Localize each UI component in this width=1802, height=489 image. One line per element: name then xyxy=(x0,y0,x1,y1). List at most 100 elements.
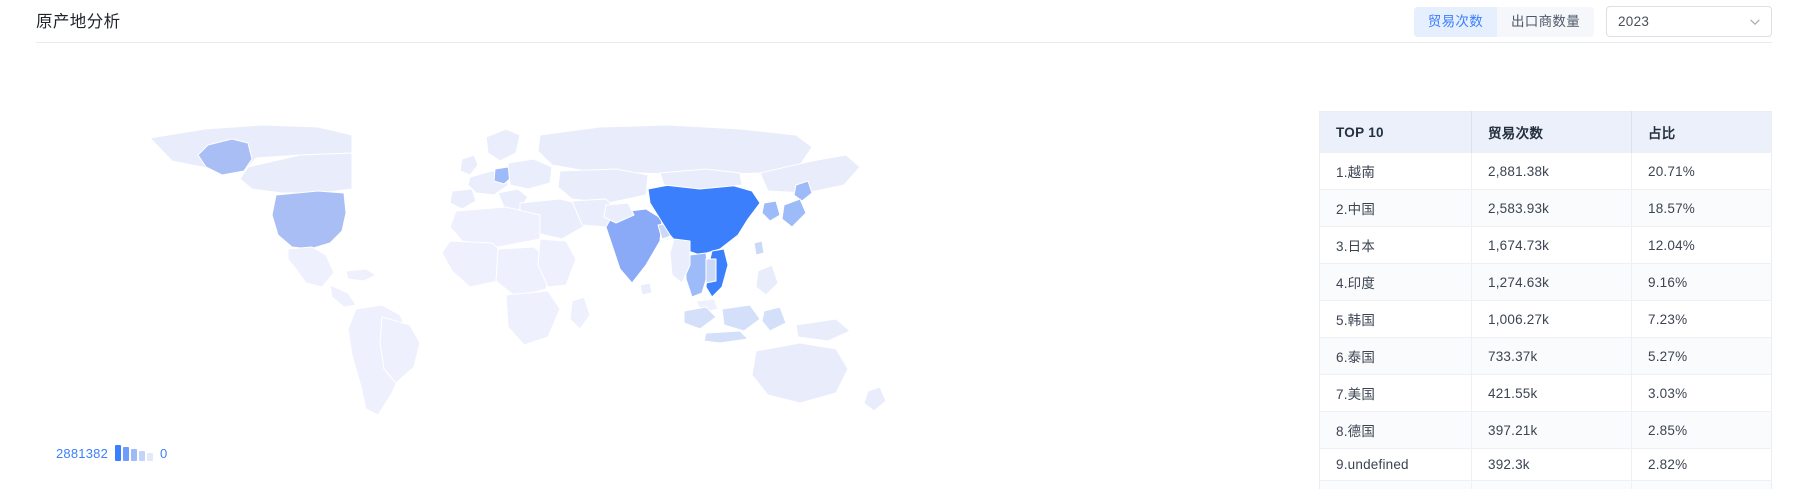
page-body: 2881382 0 TOP 10 xyxy=(0,43,1802,489)
legend-swatch xyxy=(139,451,146,461)
map-region-australia xyxy=(751,342,849,404)
map-region-taiwan xyxy=(753,240,765,256)
map-region-myanmar xyxy=(669,238,691,284)
cell-country: 4.印度 xyxy=(1319,263,1472,301)
table-row[interactable]: 4.印度 1,274.63k 9.16% xyxy=(1319,263,1772,301)
cell-value: 1,274.63k xyxy=(1471,263,1632,301)
cell-country: 7.美国 xyxy=(1319,374,1472,412)
map-region-japan-2 xyxy=(781,198,807,228)
cell-value: 397.21k xyxy=(1471,411,1632,449)
cell-country: 1.越南 xyxy=(1319,152,1472,190)
map-region-north-africa xyxy=(449,206,541,248)
map-region-uk xyxy=(459,154,479,176)
map-legend: 2881382 0 xyxy=(56,445,167,461)
cell-share: 5.27% xyxy=(1631,337,1772,375)
legend-swatch xyxy=(123,447,130,461)
map-region-russia-east xyxy=(759,154,861,194)
map-region-japan xyxy=(793,180,813,202)
cell-value: 733.37k xyxy=(1471,337,1632,375)
cell-share: 18.57% xyxy=(1631,189,1772,227)
table-row[interactable]: 3.日本 1,674.73k 12.04% xyxy=(1319,226,1772,264)
legend-swatch xyxy=(115,445,122,461)
map-region-madagascar xyxy=(569,296,591,330)
table-row[interactable]: 7.美国 421.55k 3.03% xyxy=(1319,374,1772,412)
cell-value: 392.3k xyxy=(1471,448,1632,481)
table-row[interactable]: 6.泰国 733.37k 5.27% xyxy=(1319,337,1772,375)
world-map-pane: 2881382 0 xyxy=(0,43,1319,489)
header-controls: 贸易次数 出口商数量 2023 xyxy=(1413,6,1772,37)
page-header: 原产地分析 贸易次数 出口商数量 2023 xyxy=(0,0,1802,43)
cell-share: 3.03% xyxy=(1631,374,1772,412)
legend-swatch xyxy=(131,449,138,461)
table-header-value: 贸易次数 xyxy=(1471,111,1632,153)
table-body: 1.越南 2,881.38k 20.71% 2.中国 2,583.93k 18.… xyxy=(1319,152,1772,489)
map-region-mexico xyxy=(287,246,335,288)
table-row[interactable]: 1.越南 2,881.38k 20.71% xyxy=(1319,152,1772,190)
table-header-share: 占比 xyxy=(1631,111,1772,153)
cell-share: 20.71% xyxy=(1631,152,1772,190)
map-region-mongolia xyxy=(659,168,743,190)
map-region-southern-africa xyxy=(505,290,561,346)
year-select-value: 2023 xyxy=(1618,14,1650,29)
map-region-pakistan xyxy=(603,202,635,224)
cell-country: 2.中国 xyxy=(1319,189,1472,227)
map-region-alaska xyxy=(197,138,253,176)
cell-value: 2,881.38k xyxy=(1471,152,1632,190)
metric-tab-exporter-count[interactable]: 出口商数量 xyxy=(1497,6,1594,37)
table-row[interactable]: 8.德国 397.21k 2.85% xyxy=(1319,411,1772,449)
map-region-central-america xyxy=(329,284,357,308)
cell-value: 421.55k xyxy=(1471,374,1632,412)
map-region-indonesia-sulawesi xyxy=(761,306,787,332)
cell-country: 9.undefined xyxy=(1319,448,1472,481)
table-row[interactable]: 10.印度尼西亚 272.32k 1.96% xyxy=(1319,480,1772,489)
cell-share: 7.23% xyxy=(1631,300,1772,338)
map-region-indonesia-sumatra xyxy=(683,306,717,330)
map-region-new-guinea xyxy=(795,318,851,342)
top10-ranking-table: TOP 10 贸易次数 占比 1.越南 2,881.38k 20.71% 2.中… xyxy=(1319,111,1772,489)
table-row[interactable]: 2.中国 2,583.93k 18.57% xyxy=(1319,189,1772,227)
legend-max-value: 2881382 xyxy=(56,445,109,461)
legend-min-value: 0 xyxy=(160,445,168,461)
cell-country: 8.德国 xyxy=(1319,411,1472,449)
map-region-germany xyxy=(493,166,513,185)
cell-value: 272.32k xyxy=(1471,480,1632,489)
legend-swatch xyxy=(147,453,154,461)
map-region-central-asia xyxy=(557,168,649,204)
table-row[interactable]: 9.undefined 392.3k 2.82% xyxy=(1319,448,1772,481)
header-divider xyxy=(36,42,1772,43)
table-header-rank: TOP 10 xyxy=(1319,111,1472,153)
map-region-canada-2 xyxy=(239,152,353,194)
chevron-down-icon[interactable] xyxy=(1749,16,1761,28)
map-region-caribbean xyxy=(345,268,377,282)
map-region-sri-lanka xyxy=(639,282,653,296)
ranking-table-pane: TOP 10 贸易次数 占比 1.越南 2,881.38k 20.71% 2.中… xyxy=(1319,43,1802,489)
map-region-east-africa xyxy=(537,238,577,288)
page-title: 原产地分析 xyxy=(36,13,121,32)
world-map-canvas[interactable] xyxy=(0,43,1110,453)
metric-tab-trade-count[interactable]: 贸易次数 xyxy=(1413,6,1497,37)
table-header-row: TOP 10 贸易次数 占比 xyxy=(1319,111,1772,153)
cell-country: 5.韩国 xyxy=(1319,300,1472,338)
cell-share: 12.04% xyxy=(1631,226,1772,264)
map-region-indonesia-borneo xyxy=(721,304,761,332)
map-region-russia xyxy=(537,124,813,176)
map-region-west-africa xyxy=(441,240,509,288)
cell-share: 9.16% xyxy=(1631,263,1772,301)
map-region-laos-cambodia xyxy=(705,258,717,284)
cell-share: 1.96% xyxy=(1631,480,1772,489)
cell-value: 1,006.27k xyxy=(1471,300,1632,338)
map-region-korea xyxy=(761,200,781,222)
cell-country: 10.印度尼西亚 xyxy=(1319,480,1472,489)
table-row[interactable]: 5.韩国 1,006.27k 7.23% xyxy=(1319,300,1772,338)
cell-value: 2,583.93k xyxy=(1471,189,1632,227)
map-region-eastern-europe xyxy=(507,158,553,190)
cell-country: 3.日本 xyxy=(1319,226,1472,264)
map-region-india xyxy=(605,208,663,284)
map-region-iberia xyxy=(449,188,477,210)
cell-country: 6.泰国 xyxy=(1319,337,1472,375)
map-region-new-zealand xyxy=(863,386,887,412)
metric-toggle-group[interactable]: 贸易次数 出口商数量 xyxy=(1413,6,1594,37)
map-region-china xyxy=(647,180,761,256)
year-select[interactable]: 2023 xyxy=(1606,6,1772,37)
